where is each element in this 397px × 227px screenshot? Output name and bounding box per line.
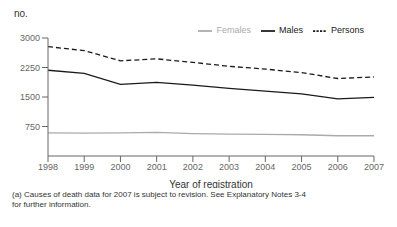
svg-text:2007: 2007 — [364, 162, 384, 172]
svg-text:2000: 2000 — [110, 162, 130, 172]
html-text:Males: Males — [279, 25, 303, 36]
html-text:no.: no. — [14, 8, 28, 19]
svg-text:1500: 1500 — [20, 92, 40, 102]
svg-text:2250: 2250 — [20, 63, 40, 73]
svg-text:3000: 3000 — [20, 33, 40, 43]
html-text:(a) Causes of death data for 2: (a) Causes of death data for 2007 is sub… — [12, 190, 306, 209]
svg-text:2004: 2004 — [255, 162, 275, 172]
svg-text:Year of registration: Year of registration — [169, 179, 253, 188]
svg-text:750: 750 — [25, 122, 40, 132]
svg-text:2003: 2003 — [219, 162, 239, 172]
svg-text:1999: 1999 — [74, 162, 94, 172]
svg-text:1998: 1998 — [38, 162, 58, 172]
html-text:Persons: Persons — [331, 25, 364, 36]
svg-text:2001: 2001 — [147, 162, 167, 172]
svg-text:2006: 2006 — [328, 162, 348, 172]
svg-text:2002: 2002 — [183, 162, 203, 172]
html-text:Females: Females — [216, 25, 251, 36]
svg-text:2005: 2005 — [292, 162, 312, 172]
